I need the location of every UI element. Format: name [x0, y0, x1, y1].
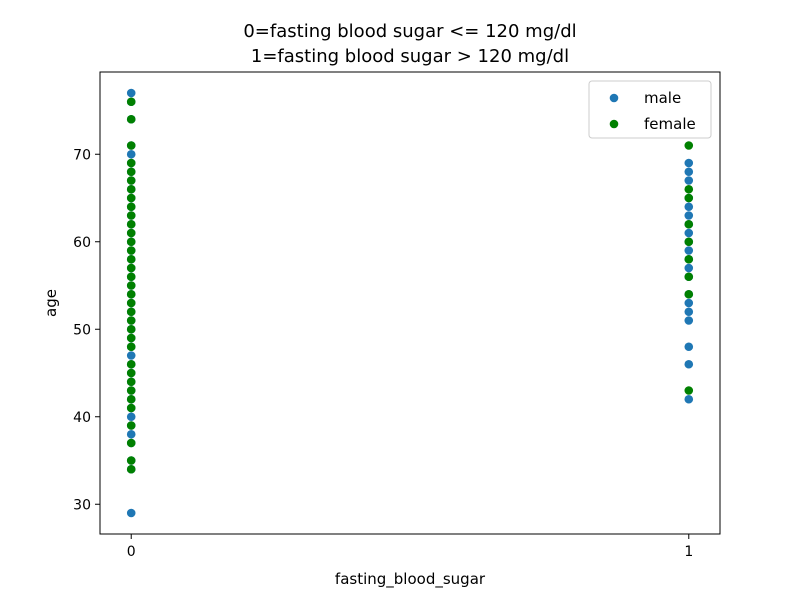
data-point-female: [126, 263, 136, 273]
plot-frame: [99, 71, 721, 535]
data-point-female: [126, 193, 136, 203]
data-point-female: [126, 316, 136, 325]
data-point-male: [684, 394, 694, 404]
data-point-male: [684, 316, 694, 325]
data-point-female: [126, 211, 136, 220]
data-point-female: [126, 254, 136, 264]
data-point-female: [126, 158, 136, 168]
data-point-female: [126, 176, 136, 185]
data-point-male: [684, 307, 694, 317]
y-tick-label: 30: [73, 497, 91, 513]
data-point-male: [684, 211, 694, 220]
data-point-male: [126, 88, 136, 98]
data-point-male: [126, 149, 136, 159]
data-point-male: [684, 298, 694, 308]
data-point-male: [126, 429, 136, 439]
data-point-female: [126, 114, 136, 124]
data-point-female: [126, 333, 136, 343]
legend-frame: [588, 80, 712, 139]
plot-area: [99, 71, 721, 535]
data-point-male: [684, 342, 694, 352]
data-point-female: [126, 342, 136, 352]
data-point-female: [126, 324, 136, 334]
data-point-male: [684, 228, 694, 238]
data-point-female: [126, 97, 136, 107]
data-point-female: [126, 289, 136, 299]
y-tick-label: 70: [73, 147, 91, 163]
data-point-female: [126, 246, 136, 255]
data-point-female: [684, 193, 694, 203]
data-point-female: [684, 386, 694, 395]
legend-label-male: male: [644, 89, 681, 107]
data-point-female: [126, 403, 136, 413]
chart-title-line1: 0=fasting blood sugar <= 120 mg/dl: [243, 21, 576, 42]
data-point-female: [126, 228, 136, 238]
data-point-female: [684, 289, 694, 299]
data-point-male: [684, 167, 694, 177]
data-point-male: [684, 202, 694, 212]
data-point-female: [684, 272, 694, 282]
legend-label-female: female: [644, 115, 696, 133]
data-point-female: [126, 298, 136, 308]
data-point-female: [684, 219, 694, 229]
data-point-female: [126, 272, 136, 282]
y-tick-label: 50: [73, 322, 91, 338]
data-point-female: [126, 307, 136, 317]
y-axis-label: age: [42, 289, 60, 317]
data-point-female: [126, 377, 136, 387]
legend-marker-male: [609, 93, 619, 103]
data-point-female: [126, 438, 136, 448]
data-point-male: [126, 351, 136, 360]
data-point-male: [684, 158, 694, 168]
data-points: [126, 88, 694, 518]
data-point-female: [126, 281, 136, 290]
chart-title-line2: 1=fasting blood sugar > 120 mg/dl: [251, 46, 569, 67]
data-point-female: [684, 141, 694, 150]
data-point-female: [126, 368, 136, 378]
data-point-female: [126, 359, 136, 369]
data-point-female: [126, 394, 136, 404]
data-point-female: [684, 254, 694, 264]
data-point-female: [126, 219, 136, 229]
data-point-female: [684, 184, 694, 194]
y-tick-label: 60: [73, 235, 91, 251]
data-point-male: [684, 246, 694, 255]
data-point-female: [126, 167, 136, 177]
data-point-female: [126, 202, 136, 212]
data-point-male: [684, 263, 694, 273]
data-point-female: [126, 184, 136, 194]
data-point-male: [126, 412, 136, 422]
data-point-female: [126, 456, 136, 465]
x-tick-label: 1: [684, 544, 693, 560]
data-point-female: [126, 386, 136, 395]
x-tick-label: 0: [127, 544, 136, 560]
legend: male female: [588, 80, 712, 139]
data-point-male: [126, 508, 136, 518]
y-axis-ticks: 30 40 50 60 70: [73, 147, 100, 513]
data-point-female: [126, 421, 136, 430]
data-point-female: [126, 464, 136, 474]
data-point-male: [684, 359, 694, 369]
data-point-female: [126, 141, 136, 150]
data-point-female: [684, 237, 694, 247]
data-point-female: [126, 237, 136, 247]
legend-marker-female: [609, 119, 619, 129]
x-axis-label: fasting_blood_sugar: [335, 570, 486, 589]
data-point-male: [684, 176, 694, 185]
y-tick-label: 40: [73, 410, 91, 426]
